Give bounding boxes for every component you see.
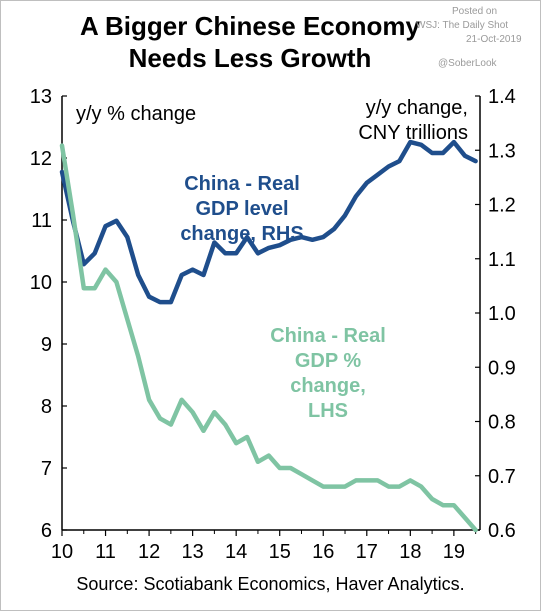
x-tick-label: 13 (182, 541, 204, 563)
left-tick-label: 8 (41, 396, 52, 418)
right-tick-label: 1.0 (488, 303, 516, 325)
right-axis-label-line-2: CNY trillions (358, 122, 468, 144)
gdp-level-change-line (59, 139, 478, 305)
watermark-handle: @SoberLook (438, 58, 497, 69)
chart-axes: 6 7 8 9 10 11 12 13 0.6 0.7 0.8 0.9 1.0 1.1 1.2 1.3 1.4 1… (30, 86, 516, 563)
gdp-percent-series-label-line: China - Real (270, 325, 386, 347)
gdp-level-series-label-line: China - Real (184, 173, 300, 195)
left-tick-label: 9 (41, 334, 52, 356)
x-tick-label: 10 (51, 541, 73, 563)
labels-layer: y/y % change y/y change, CNY trillions Chin… (76, 97, 468, 422)
gdp-percent-series-label-line: GDP % (295, 350, 362, 372)
left-tick-label: 6 (41, 520, 52, 542)
series-layer (59, 139, 478, 533)
left-tick-label: 12 (30, 148, 52, 170)
left-tick-label: 10 (30, 272, 52, 294)
gdp-percent-series-label-line: change, (290, 375, 366, 397)
x-tick-label: 15 (269, 541, 291, 563)
source-note: Source: Scotiabank Economics, Haver Anal… (76, 574, 465, 594)
right-tick-label: 1.2 (488, 195, 516, 217)
x-tick-label: 18 (399, 541, 421, 563)
x-tick-label: 12 (138, 541, 160, 563)
watermark-outlet: WSJ: The Daily Shot (416, 20, 509, 31)
gdp-percent-series-label-line: LHS (308, 400, 348, 422)
right-tick-label: 0.9 (488, 357, 516, 379)
right-tick-label: 1.4 (488, 86, 516, 108)
x-tick-label: 17 (356, 541, 378, 563)
right-tick-label: 0.8 (488, 412, 516, 434)
right-tick-label: 1.3 (488, 140, 516, 162)
chart-title-line-1: A Bigger Chinese Economy (80, 11, 420, 41)
watermark-date: 21-Oct-2019 (466, 34, 522, 45)
left-tick-label: 13 (30, 86, 52, 108)
gdp-percent-change-line (59, 143, 478, 533)
right-tick-label: 0.7 (488, 466, 516, 488)
left-axis-label: y/y % change (76, 103, 196, 125)
right-axis-label-line-1: y/y change, (366, 97, 468, 119)
x-tick-label: 16 (312, 541, 334, 563)
watermark-posted: Posted on (452, 6, 498, 17)
x-tick-label: 14 (225, 541, 247, 563)
gdp-level-series-label-line: GDP level (195, 198, 288, 220)
chart-title-line-2: Needs Less Growth (128, 43, 372, 73)
left-tick-label: 11 (31, 210, 52, 232)
gdp-level-series-label-line: change, RHS (180, 223, 303, 245)
right-tick-label: 0.6 (488, 520, 516, 542)
left-tick-label: 7 (41, 458, 52, 480)
x-tick-label: 11 (95, 541, 116, 563)
right-tick-label: 1.1 (488, 249, 516, 271)
x-tick-label: 19 (443, 541, 465, 563)
